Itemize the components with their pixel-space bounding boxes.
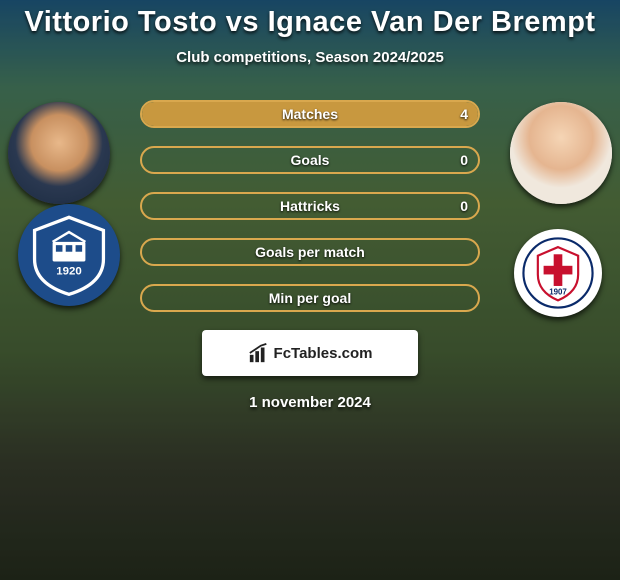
player-right-face <box>510 102 612 204</box>
brand-badge: FcTables.com <box>202 330 418 376</box>
player-left-portrait <box>8 102 110 204</box>
comparison-arena: 1920 1907 Matches 4 Goals 0 <box>0 94 620 411</box>
stat-label: Goals per match <box>142 244 478 260</box>
stat-label: Goals <box>142 152 478 168</box>
stat-row-min-per-goal: Min per goal <box>140 284 480 312</box>
stat-value-right: 4 <box>460 106 468 122</box>
stat-rows: Matches 4 Goals 0 Hattricks 0 Goals per … <box>140 94 480 312</box>
player-left-face <box>8 102 110 204</box>
stat-row-goals-per-match: Goals per match <box>140 238 480 266</box>
club-left-badge: 1920 <box>18 204 120 306</box>
stat-value-right: 0 <box>460 152 468 168</box>
stat-row-hattricks: Hattricks 0 <box>140 192 480 220</box>
brand-chart-icon <box>248 342 270 364</box>
subtitle: Club competitions, Season 2024/2025 <box>0 49 620 66</box>
stat-row-matches: Matches 4 <box>140 100 480 128</box>
stat-label: Hattricks <box>142 198 478 214</box>
player-right-portrait <box>510 102 612 204</box>
page-title: Vittorio Tosto vs Ignace Van Der Brempt <box>0 6 620 39</box>
brand-text: FcTables.com <box>274 345 373 362</box>
comparison-card: Vittorio Tosto vs Ignace Van Der Brempt … <box>0 0 620 580</box>
stat-value-right: 0 <box>460 198 468 214</box>
stat-label: Matches <box>142 106 478 122</box>
svg-text:1907: 1907 <box>549 288 567 297</box>
svg-text:1920: 1920 <box>56 266 82 278</box>
club-right-badge: 1907 <box>514 229 602 317</box>
stat-label: Min per goal <box>142 290 478 306</box>
stat-row-goals: Goals 0 <box>140 146 480 174</box>
snapshot-date: 1 november 2024 <box>0 394 620 411</box>
